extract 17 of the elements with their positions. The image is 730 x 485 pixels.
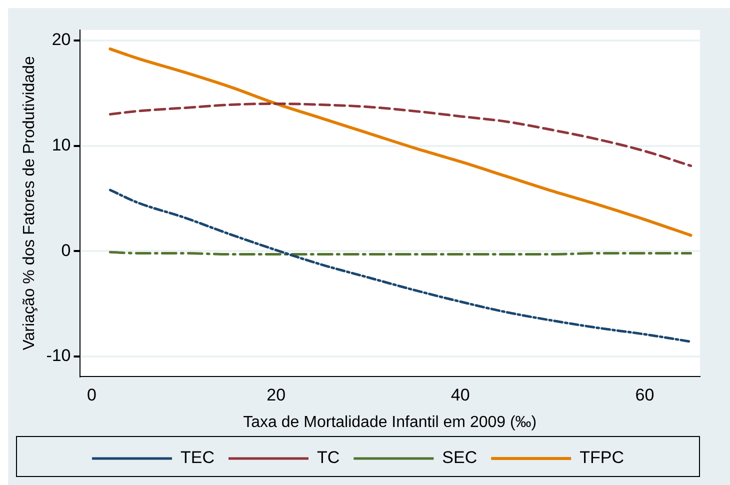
legend-label: TEC bbox=[180, 448, 214, 468]
x-tick-label: 40 bbox=[450, 385, 470, 404]
y-tick-label: 0 bbox=[61, 240, 71, 260]
x-axis-title: Taxa de Mortalidade Infantil em 2009 (‰) bbox=[243, 414, 537, 431]
legend-label: TC bbox=[317, 448, 340, 468]
y-tick-label: 10 bbox=[52, 136, 71, 155]
y-axis-title: Variação % dos Fatores de Produtividade bbox=[21, 56, 38, 350]
x-tick-label: 0 bbox=[87, 385, 96, 404]
line-series bbox=[108, 188, 692, 343]
legend-label: TFPC bbox=[580, 448, 624, 468]
legend-label: SEC bbox=[442, 448, 478, 468]
y-tick-label: 20 bbox=[52, 30, 71, 50]
line-series bbox=[108, 102, 692, 168]
x-tick-label: 60 bbox=[635, 385, 654, 404]
x-tick-label: 20 bbox=[266, 385, 286, 404]
line-series bbox=[108, 47, 692, 237]
y-tick-label: -10 bbox=[46, 346, 71, 366]
